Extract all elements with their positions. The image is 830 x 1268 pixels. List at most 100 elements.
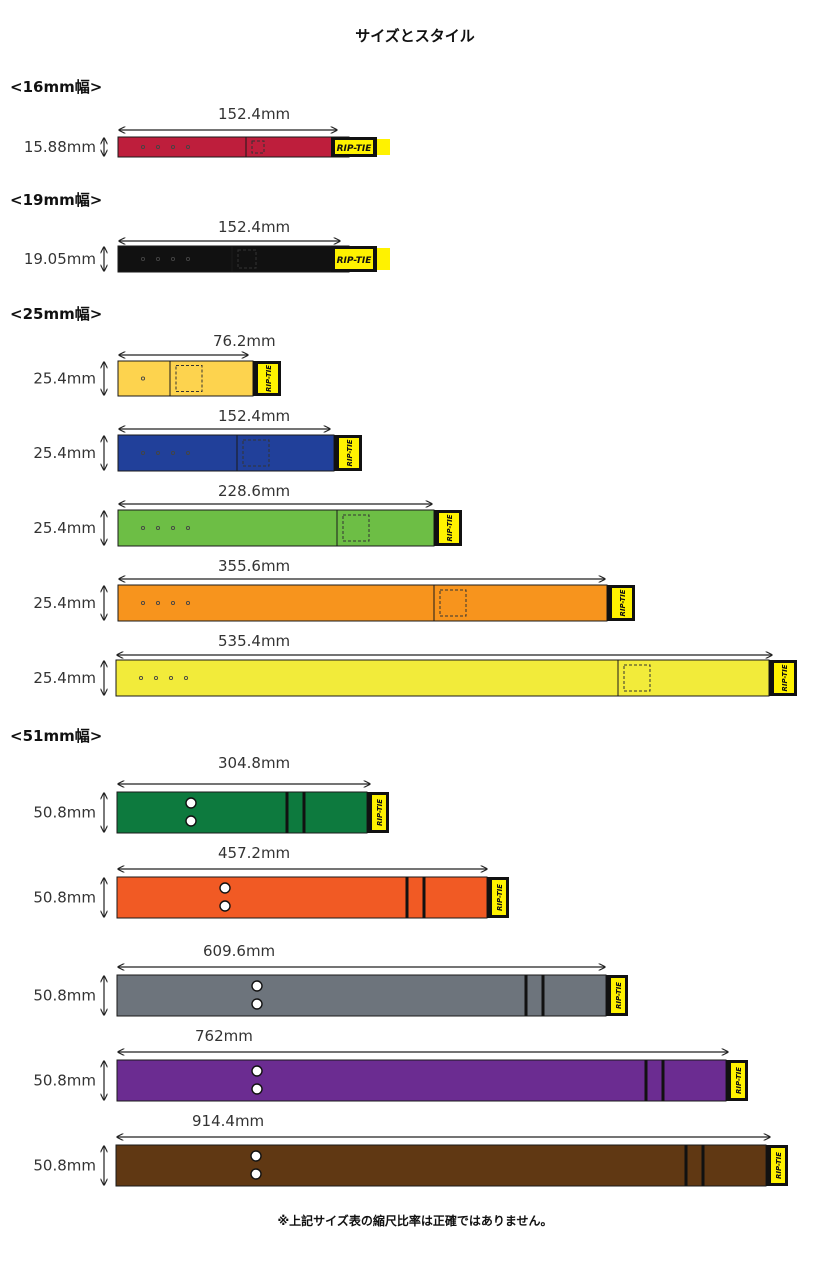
logo-text: RIP-TIE	[619, 589, 627, 616]
length-label: 152.4mm	[218, 218, 290, 236]
width-label: 25.4mm	[33, 669, 96, 687]
hole	[250, 1150, 262, 1162]
logo-text: RIP-TIE	[615, 982, 623, 1009]
width-label: 19.05mm	[24, 250, 96, 268]
strap-3-1: 457.2mm 50.8mm	[33, 844, 509, 919]
hole	[185, 797, 197, 809]
length-label: 76.2mm	[213, 332, 276, 350]
width-label: 50.8mm	[33, 987, 96, 1005]
hole-dot	[185, 450, 191, 456]
strap-body	[117, 360, 254, 397]
strap-body	[115, 659, 770, 697]
strap-body	[116, 1059, 727, 1102]
width-label: 50.8mm	[33, 1157, 96, 1175]
logo-text: RIP-TIE	[346, 439, 354, 466]
strap-2-0: 76.2mm 25.4mm	[33, 332, 281, 397]
strap-2-1: 152.4mm 25.4mm	[33, 407, 362, 472]
logo-badge	[372, 795, 386, 830]
hole-dot	[185, 600, 191, 606]
hole-dot	[155, 600, 161, 606]
strap-body	[117, 136, 350, 158]
dashed-square	[439, 589, 467, 617]
dashed-square	[623, 664, 651, 692]
section-heading-51mm: <51mm幅>	[10, 727, 103, 745]
hole-dot	[170, 600, 176, 606]
hole-dot	[140, 256, 146, 262]
logo-badge	[492, 880, 506, 915]
hole	[251, 980, 263, 992]
length-label: 228.6mm	[218, 482, 290, 500]
logo-text: RIP-TIE	[775, 1152, 783, 1179]
width-label: 50.8mm	[33, 804, 96, 822]
logo-text: RIP-TIE	[337, 144, 373, 154]
hole-dot	[185, 525, 191, 531]
hole-dot	[155, 144, 161, 150]
length-label: 762mm	[195, 1027, 253, 1045]
logo-text: RIP-TIE	[781, 664, 789, 691]
hole-dot	[138, 675, 144, 681]
width-label: 25.4mm	[33, 444, 96, 462]
logo-badge	[731, 1063, 745, 1098]
hole-dot	[155, 256, 161, 262]
strap-2-2: 228.6mm 25.4mm	[33, 482, 462, 547]
dashed-square	[175, 365, 203, 392]
section-heading-16mm: <16mm幅>	[10, 78, 103, 96]
width-label: 15.88mm	[24, 138, 96, 156]
logo-text: RIP-TIE	[337, 256, 373, 266]
length-label: 152.4mm	[218, 407, 290, 425]
width-label: 25.4mm	[33, 370, 96, 388]
hole-dot	[185, 144, 191, 150]
logo-badge	[258, 364, 278, 393]
logo-badge	[771, 1148, 785, 1183]
hole-dot	[153, 675, 159, 681]
hole-dot	[140, 144, 146, 150]
dashed-square	[342, 514, 370, 542]
strap-3-3: 762mm 50.8mm	[33, 1027, 748, 1102]
strap-2-3: 355.6mm 25.4mm	[33, 557, 635, 622]
hole	[251, 1065, 263, 1077]
strap-body	[116, 876, 488, 919]
hole-dot	[140, 525, 146, 531]
logo-text: RIP-TIE	[496, 884, 504, 911]
strap-body	[117, 245, 350, 273]
hole-dot	[140, 450, 146, 456]
dashed-square	[251, 140, 265, 154]
logo-badge	[612, 588, 632, 618]
strap-body	[117, 584, 608, 622]
length-label: 535.4mm	[218, 632, 290, 650]
strap-body	[117, 434, 335, 472]
hole-dot	[140, 376, 146, 381]
hole-dot	[140, 600, 146, 606]
strap-3-0: 304.8mm 50.8mm	[33, 754, 389, 834]
hole-dot	[183, 675, 189, 681]
section-heading-25mm: <25mm幅>	[10, 305, 103, 323]
length-label: 152.4mm	[218, 105, 290, 123]
width-label: 25.4mm	[33, 594, 96, 612]
hole	[251, 998, 263, 1010]
hole	[251, 1083, 263, 1095]
strap-body	[116, 791, 368, 834]
logo-badge	[774, 663, 794, 693]
length-label: 914.4mm	[192, 1112, 264, 1130]
strap-body	[117, 509, 435, 547]
hole	[250, 1168, 262, 1180]
logo-horizontal: RIP-TIE	[331, 137, 377, 157]
section-heading-19mm: <19mm幅>	[10, 191, 103, 209]
hole-dot	[155, 450, 161, 456]
hole	[219, 882, 231, 894]
logo-badge	[611, 978, 625, 1013]
page-title: サイズとスタイル	[355, 27, 475, 45]
strap-2-4: 535.4mm 25.4mm	[33, 632, 797, 697]
length-label: 457.2mm	[218, 844, 290, 862]
logo-text: RIP-TIE	[735, 1067, 743, 1094]
width-label: 25.4mm	[33, 519, 96, 537]
hole	[219, 900, 231, 912]
hole-dot	[170, 256, 176, 262]
hole	[185, 815, 197, 827]
width-label: 50.8mm	[33, 889, 96, 907]
hole-dot	[170, 450, 176, 456]
logo-text: RIP-TIE	[446, 514, 454, 541]
length-label: 609.6mm	[203, 942, 275, 960]
